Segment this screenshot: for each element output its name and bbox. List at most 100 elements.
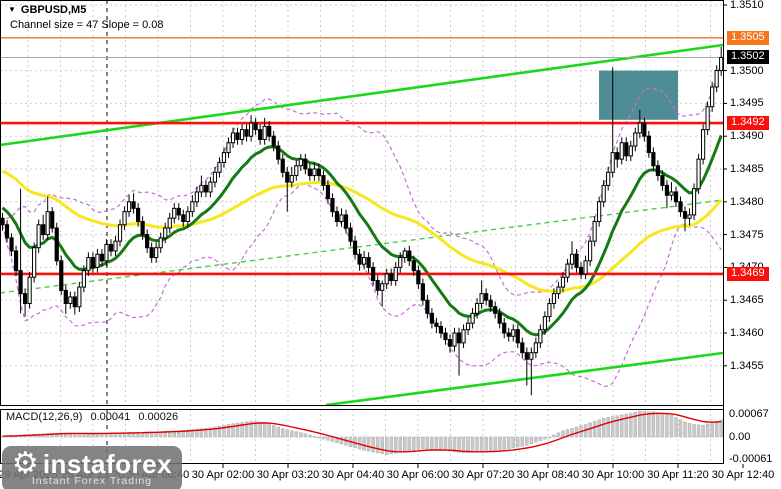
gear-icon: ⚙ [11, 447, 39, 480]
macd-histogram-bar [258, 421, 262, 438]
macd-tick-label: 0.00 [729, 431, 751, 443]
trendline-dashed [0, 199, 723, 294]
candle [637, 122, 642, 134]
candle [190, 201, 195, 213]
candle [673, 191, 679, 203]
level-price-badge: 1.3492 [727, 116, 769, 131]
candle [63, 289, 68, 304]
candle [298, 158, 303, 167]
macd-histogram-bar [502, 436, 506, 450]
candle [465, 322, 471, 331]
macd-histogram-bar [335, 436, 339, 444]
symbol-dropdown-icon[interactable]: ▼ [8, 5, 16, 14]
candle [176, 207, 181, 216]
candle [642, 122, 647, 137]
candle [610, 152, 615, 173]
candle [398, 257, 403, 268]
candle [705, 106, 710, 131]
time-tick-label: 30 Apr 06:00 [386, 469, 450, 481]
macd-value: 0.00041 [90, 411, 131, 423]
candle [678, 201, 683, 213]
bollinger-upper-band [2, 60, 722, 296]
candle [86, 257, 91, 272]
macd-histogram-bar [642, 411, 647, 438]
candle [258, 129, 263, 140]
candle [212, 171, 218, 183]
candle [99, 253, 105, 262]
bollinger-lower-band [1, 183, 722, 388]
macd-histogram-bar [520, 436, 525, 447]
candle [172, 207, 177, 219]
macd-histogram-bar [285, 429, 290, 438]
macd-histogram-bar [222, 425, 226, 438]
macd-histogram-bar [54, 432, 59, 438]
price-tick-label: 1.3490 [730, 130, 764, 143]
candle [13, 250, 19, 272]
macd-histogram-bar [534, 436, 538, 443]
price-tick-label: 1.3485 [730, 163, 764, 175]
candle [429, 312, 434, 324]
macd-histogram-bar [290, 430, 294, 438]
candle [217, 161, 222, 173]
channel-upper-line [0, 43, 723, 147]
candle [325, 184, 331, 200]
candle [615, 152, 620, 160]
candle [0, 217, 5, 226]
candle [470, 312, 475, 324]
candle [493, 306, 498, 314]
macd-histogram-bar [506, 436, 511, 449]
macd-histogram-bar [235, 422, 240, 438]
candle [456, 332, 462, 344]
macd-histogram-bar [651, 411, 656, 438]
candle [226, 142, 231, 154]
macd-histogram-bar [497, 436, 502, 451]
macd-histogram-bar [705, 423, 710, 438]
candle [72, 296, 77, 308]
macd-histogram-bar [357, 436, 362, 450]
candle [9, 237, 14, 252]
macd-histogram-bar [701, 425, 705, 438]
macd-histogram-bar [303, 433, 308, 438]
candle [452, 332, 457, 347]
candle [701, 129, 706, 160]
candle [221, 152, 227, 163]
macd-histogram-bar [488, 436, 493, 452]
macd-histogram-bar [669, 415, 674, 438]
candle [520, 342, 525, 354]
watermark-tagline: Instant Forex Trading [31, 475, 153, 487]
watermark-brand: instaforex [42, 449, 173, 479]
macd-histogram-bar [430, 436, 434, 450]
candle [294, 165, 299, 177]
macd-histogram-bar [240, 422, 244, 438]
candle [542, 316, 547, 331]
candle [235, 132, 240, 140]
macd-histogram-bar [606, 417, 610, 438]
candle [126, 201, 132, 213]
macd-histogram-bar [412, 436, 416, 451]
broker-watermark: ⚙ instaforex Instant Forex Trading [2, 446, 182, 489]
macd-histogram-bar [674, 417, 678, 438]
macd-histogram-bar [597, 419, 601, 438]
macd-histogram-bar [484, 436, 488, 452]
candle [506, 332, 511, 337]
macd-histogram-bar [190, 429, 195, 438]
price-tick-label: 1.3460 [730, 327, 764, 339]
candle [664, 184, 670, 196]
candle [371, 266, 376, 282]
candle [303, 158, 308, 170]
macd-histogram-bar [615, 415, 619, 438]
candle [529, 352, 534, 360]
candle [660, 175, 665, 186]
macd-histogram-bar [543, 436, 547, 440]
macd-histogram-bar [475, 436, 479, 453]
candle [556, 286, 561, 295]
candle [59, 260, 64, 291]
candle [18, 270, 23, 295]
macd-histogram-bar [710, 422, 714, 438]
candle [249, 122, 254, 137]
macd-histogram-bar [217, 425, 222, 438]
macd-histogram-bar [588, 422, 592, 438]
macd-histogram-bar [384, 436, 389, 455]
channel-info-label: Channel size = 47 Slope = 0.08 [10, 19, 164, 31]
